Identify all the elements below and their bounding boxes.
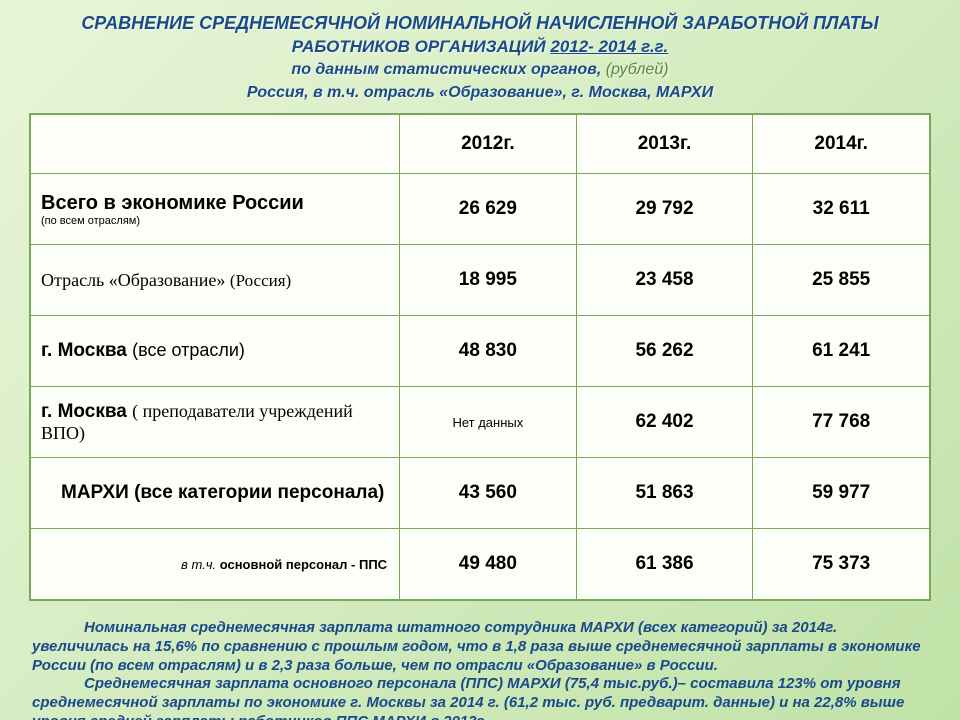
- cell: 23 458: [576, 245, 753, 316]
- col-header-2013: 2013г.: [576, 114, 753, 174]
- row-label: Отрасль «Образование» (Россия): [30, 245, 400, 316]
- table-header-row: 2012г. 2013г. 2014г.: [30, 114, 930, 174]
- salary-table: 2012г. 2013г. 2014г. Всего в экономике Р…: [29, 113, 931, 601]
- cell: 26 629: [400, 174, 577, 245]
- footnote-p2: Среднемесячная зарплата основного персон…: [32, 675, 928, 720]
- table-row: в т.ч. основной персонал - ППС 49 480 61…: [30, 529, 930, 601]
- cell: 56 262: [576, 316, 753, 387]
- footnote-p1: Номинальная среднемесячная зарплата штат…: [32, 619, 928, 675]
- row-label: г. Москва (все отрасли): [30, 316, 400, 387]
- cell: 25 855: [753, 245, 930, 316]
- row-label: в т.ч. основной персонал - ППС: [30, 529, 400, 601]
- cell: 29 792: [576, 174, 753, 245]
- cell: 48 830: [400, 316, 577, 387]
- slide: СРАВНЕНИЕ СРЕДНЕМЕСЯЧНОЙ НОМИНАЛЬНОЙ НАЧ…: [0, 0, 960, 720]
- col-header-2012: 2012г.: [400, 114, 577, 174]
- row-label: г. Москва ( преподаватели учреждений ВПО…: [30, 387, 400, 458]
- slide-title: СРАВНЕНИЕ СРЕДНЕМЕСЯЧНОЙ НОМИНАЛЬНОЙ НАЧ…: [28, 12, 932, 103]
- row-label: Всего в экономике России (по всем отрасл…: [30, 174, 400, 245]
- cell: 77 768: [753, 387, 930, 458]
- cell: 62 402: [576, 387, 753, 458]
- footnote: Номинальная среднемесячная зарплата штат…: [28, 619, 932, 720]
- cell: 61 386: [576, 529, 753, 601]
- cell: 61 241: [753, 316, 930, 387]
- table-row: Отрасль «Образование» (Россия) 18 995 23…: [30, 245, 930, 316]
- row-label: МАРХИ (все категории персонала): [30, 458, 400, 529]
- table-row: г. Москва ( преподаватели учреждений ВПО…: [30, 387, 930, 458]
- cell: Нет данных: [400, 387, 577, 458]
- cell: 75 373: [753, 529, 930, 601]
- table-row: г. Москва (все отрасли) 48 830 56 262 61…: [30, 316, 930, 387]
- col-header-2014: 2014г.: [753, 114, 930, 174]
- cell: 49 480: [400, 529, 577, 601]
- title-line2: РАБОТНИКОВ ОРГАНИЗАЦИЙ 2012- 2014 г.г.: [292, 37, 669, 56]
- cell: 51 863: [576, 458, 753, 529]
- title-line4: Россия, в т.ч. отрасль «Образование», г.…: [247, 84, 713, 101]
- table-row: Всего в экономике России (по всем отрасл…: [30, 174, 930, 245]
- cell: 43 560: [400, 458, 577, 529]
- cell: 32 611: [753, 174, 930, 245]
- table-row: МАРХИ (все категории персонала) 43 560 5…: [30, 458, 930, 529]
- cell: 59 977: [753, 458, 930, 529]
- title-line3: по данным статистических органов, (рубле…: [291, 61, 668, 78]
- col-header-empty: [30, 114, 400, 174]
- title-line1: СРАВНЕНИЕ СРЕДНЕМЕСЯЧНОЙ НОМИНАЛЬНОЙ НАЧ…: [81, 13, 878, 33]
- cell: 18 995: [400, 245, 577, 316]
